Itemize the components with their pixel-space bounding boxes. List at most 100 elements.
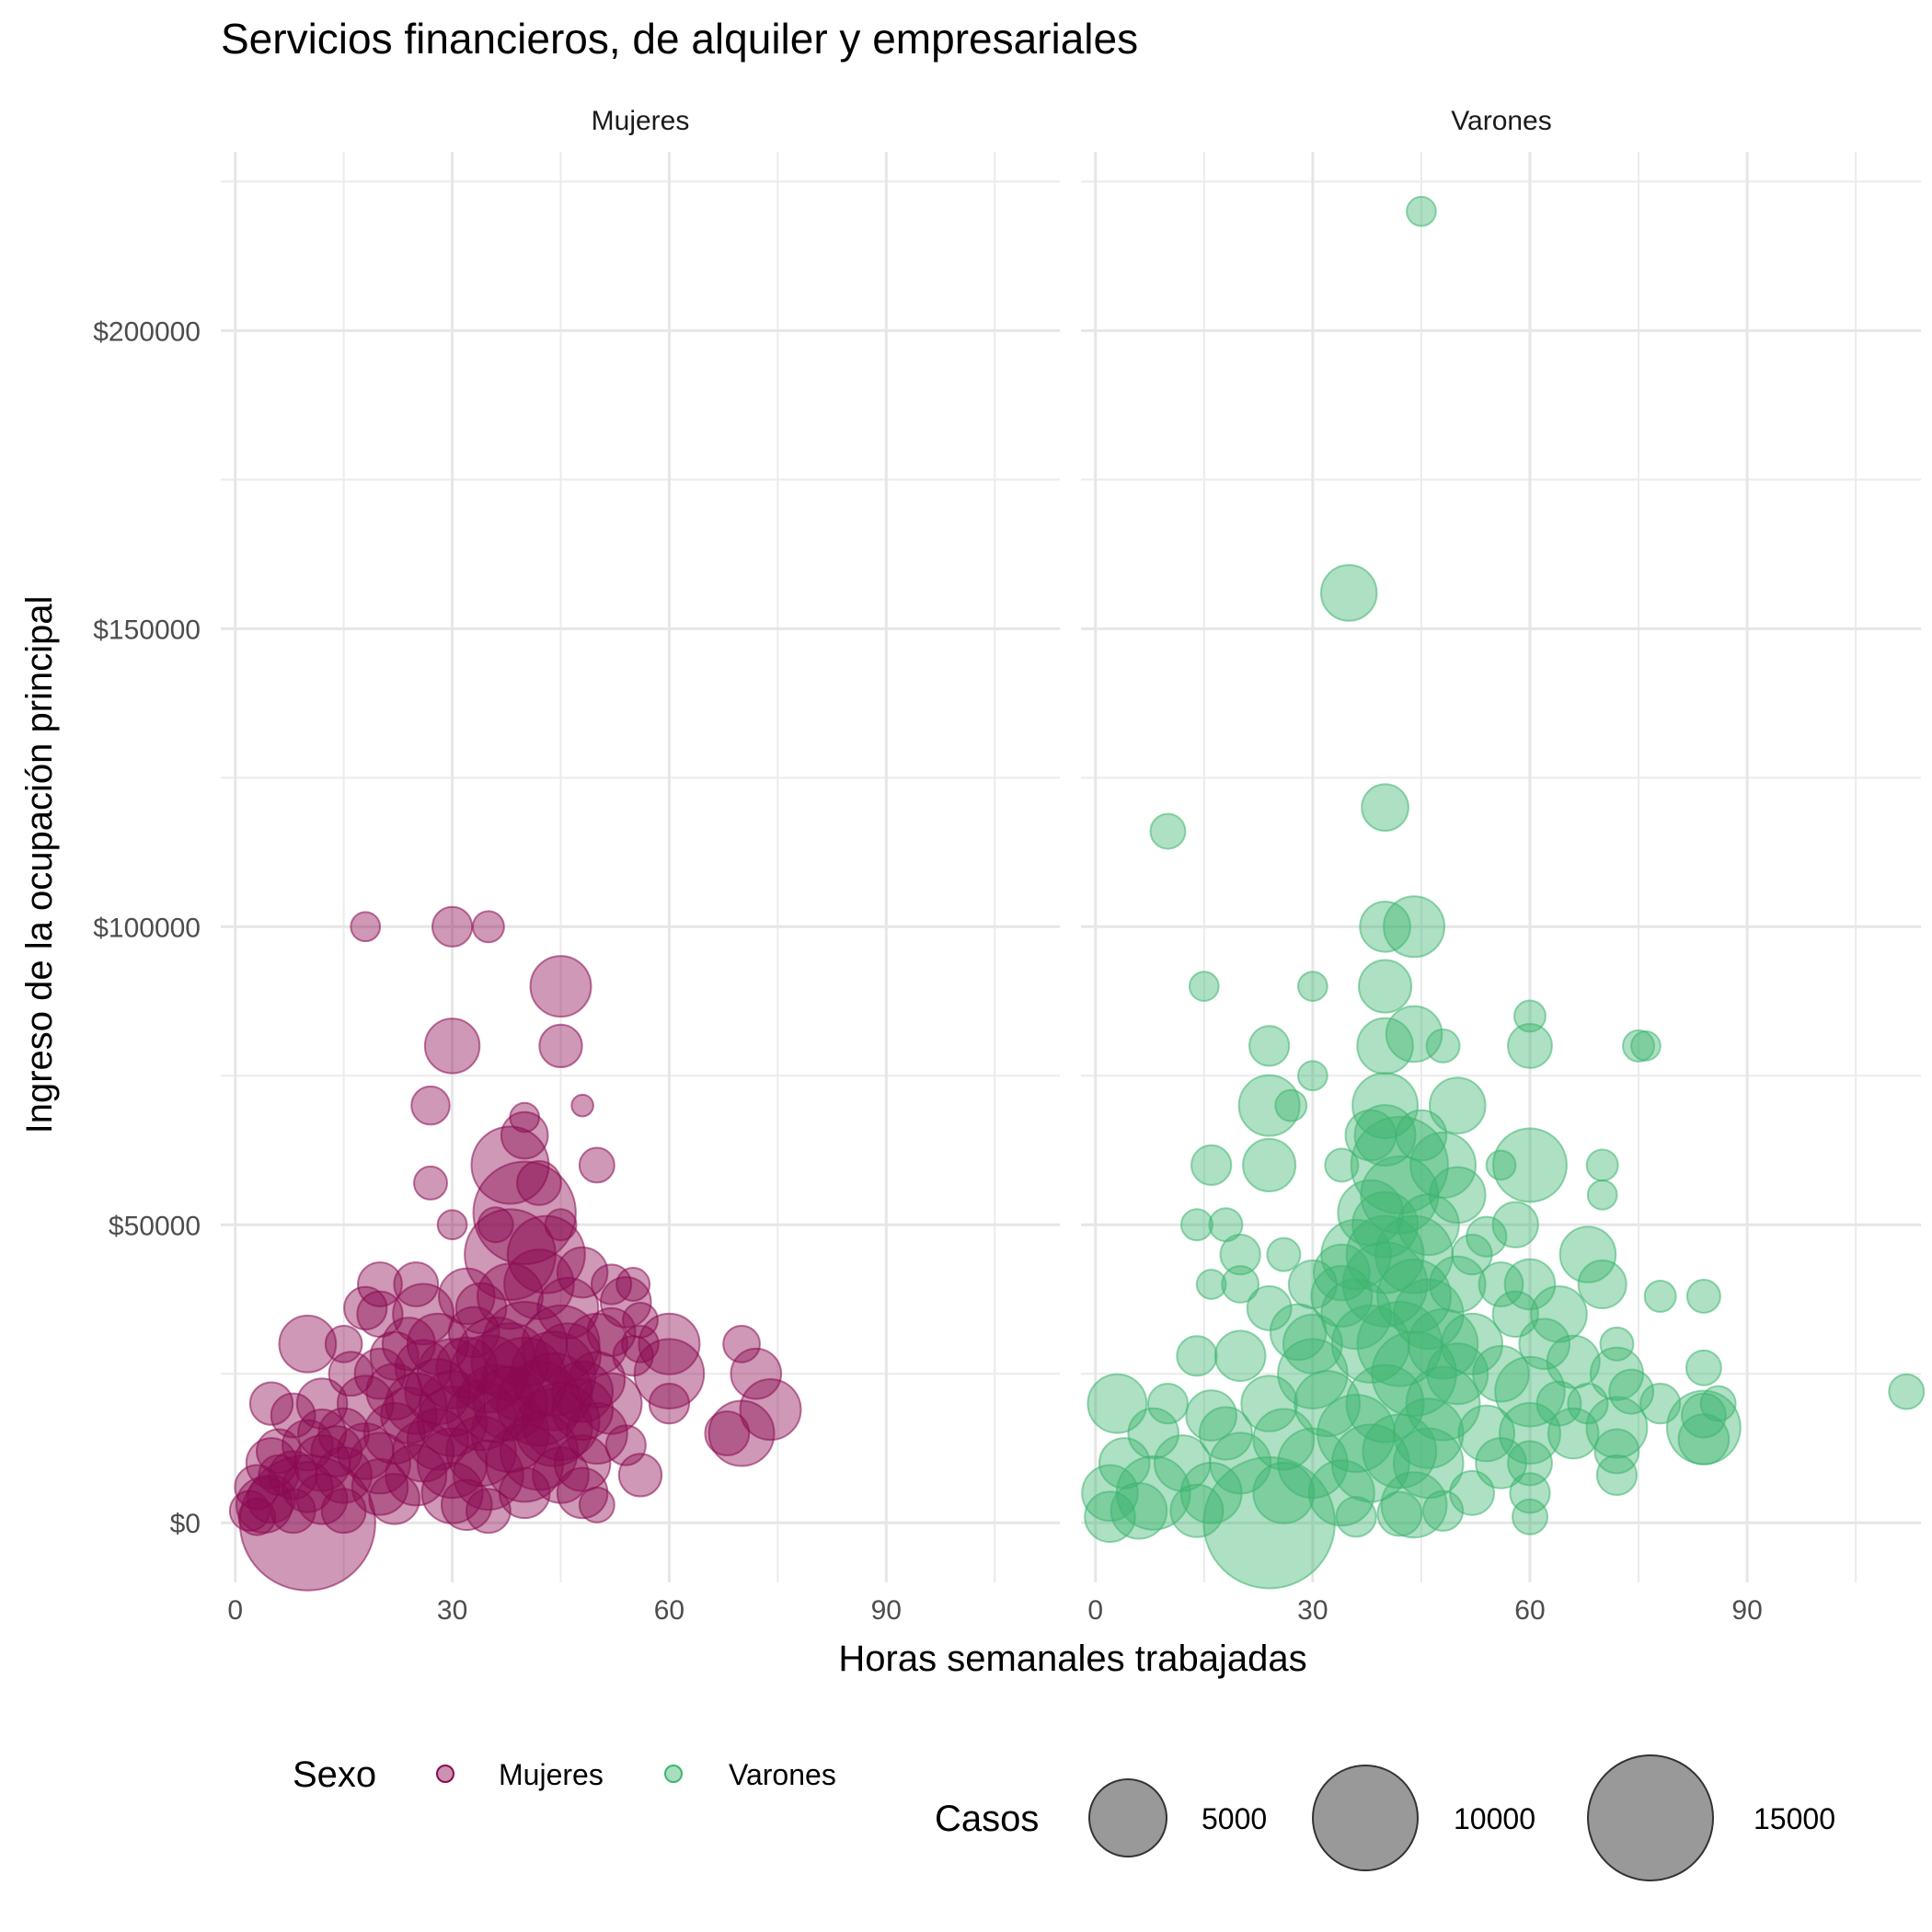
data-point <box>1252 1461 1316 1524</box>
data-point <box>1393 1397 1465 1469</box>
data-point <box>1608 1368 1655 1415</box>
data-point <box>1428 1255 1487 1314</box>
data-point <box>556 1466 609 1520</box>
data-point <box>1685 1279 1721 1314</box>
data-point <box>622 1301 659 1339</box>
data-point <box>604 1424 647 1466</box>
data-point <box>1577 1259 1627 1310</box>
data-point <box>1585 1148 1619 1182</box>
data-point <box>1344 1109 1397 1162</box>
data-point <box>336 1374 395 1432</box>
data-point <box>1319 564 1378 622</box>
x-tick-label: 60 <box>654 1595 684 1626</box>
data-point <box>1395 1109 1448 1162</box>
chart-title: Servicios financieros, de alquiler y emp… <box>221 15 1138 63</box>
data-point <box>1428 1166 1487 1225</box>
data-point <box>615 1267 651 1303</box>
data-point <box>369 1330 420 1381</box>
data-point <box>1595 1454 1639 1496</box>
data-point <box>1503 1258 1557 1311</box>
data-point <box>1558 1225 1617 1283</box>
data-point <box>506 1214 586 1294</box>
size-legend-label-15000: 15000 <box>1754 1802 1835 1835</box>
data-point <box>270 1392 316 1439</box>
data-point <box>1081 1464 1139 1523</box>
data-point <box>1599 1326 1635 1362</box>
data-point <box>1639 1383 1682 1425</box>
data-point <box>455 1316 535 1396</box>
data-point <box>350 911 382 943</box>
data-point <box>1213 1329 1267 1383</box>
data-point <box>1425 1028 1461 1064</box>
data-point <box>1098 1437 1151 1489</box>
data-point <box>343 1285 388 1331</box>
data-point <box>310 1425 363 1478</box>
panel-mujeres: Mujeres 0 30 60 90 <box>221 106 1060 1626</box>
data-point <box>532 1446 590 1504</box>
data-point <box>1146 1383 1190 1425</box>
data-point <box>516 1159 562 1206</box>
x-tick-label: 90 <box>871 1595 902 1626</box>
data-point <box>394 1339 453 1397</box>
data-point <box>499 1411 579 1491</box>
data-point <box>1337 1179 1405 1247</box>
data-point <box>247 1474 297 1524</box>
size-legend-label-10000: 10000 <box>1454 1802 1535 1835</box>
data-point <box>1335 1496 1377 1538</box>
data-point <box>1188 971 1220 1002</box>
size-legend-circle-15000 <box>1587 1754 1714 1881</box>
data-point <box>704 1410 751 1456</box>
data-point <box>436 1209 468 1241</box>
data-point <box>1324 1147 1360 1183</box>
data-point <box>470 1125 550 1205</box>
data-point <box>278 1314 338 1374</box>
data-point <box>234 1464 281 1511</box>
x-tick-label: 90 <box>1731 1595 1762 1626</box>
legend-swatch-varones <box>664 1765 683 1783</box>
data-point <box>1485 1149 1517 1181</box>
data-point <box>1475 1437 1527 1489</box>
data-point <box>1351 1190 1420 1259</box>
data-point <box>551 1378 615 1442</box>
data-point <box>1294 1370 1362 1438</box>
data-point <box>529 955 592 1018</box>
x-tick-label: 30 <box>437 1595 467 1626</box>
data-point <box>1406 195 1437 227</box>
data-point <box>1246 1285 1293 1331</box>
data-point <box>1359 900 1411 953</box>
data-point <box>431 905 474 948</box>
data-point <box>477 1262 544 1330</box>
data-point <box>1535 1380 1582 1427</box>
panel-varones: Varones 0 30 60 90 <box>1081 106 1926 1626</box>
data-point <box>1179 1208 1213 1242</box>
data-point <box>1274 1088 1308 1122</box>
data-point <box>465 1488 512 1535</box>
data-point <box>509 1101 541 1133</box>
data-point <box>1221 1265 1260 1304</box>
data-point <box>1507 1022 1553 1069</box>
size-legend-circle-5000 <box>1088 1778 1167 1857</box>
data-point <box>1376 1490 1423 1537</box>
data-point <box>1358 959 1413 1014</box>
data-point <box>536 1276 600 1340</box>
data-point <box>413 1165 448 1201</box>
x-tick-label: 30 <box>1297 1595 1328 1626</box>
data-point <box>258 1454 300 1496</box>
data-point <box>1310 1265 1374 1328</box>
data-point <box>1242 1137 1297 1192</box>
data-point <box>1441 1312 1504 1375</box>
data-point <box>410 1085 451 1126</box>
data-point <box>570 1093 594 1118</box>
data-point <box>1492 1127 1568 1203</box>
data-point <box>1507 1440 1553 1487</box>
data-point <box>353 1347 407 1400</box>
data-point <box>1643 1280 1677 1313</box>
legend: Sexo Mujeres Varones Casos 5000 10000 15… <box>293 1754 1835 1881</box>
data-point <box>1356 1017 1414 1075</box>
data-point <box>1287 1259 1338 1310</box>
data-point <box>365 1363 423 1420</box>
data-point <box>1195 1269 1227 1300</box>
data-point <box>1513 999 1547 1033</box>
data-point <box>297 1409 348 1459</box>
y-tick-label: $50000 <box>109 1211 201 1241</box>
